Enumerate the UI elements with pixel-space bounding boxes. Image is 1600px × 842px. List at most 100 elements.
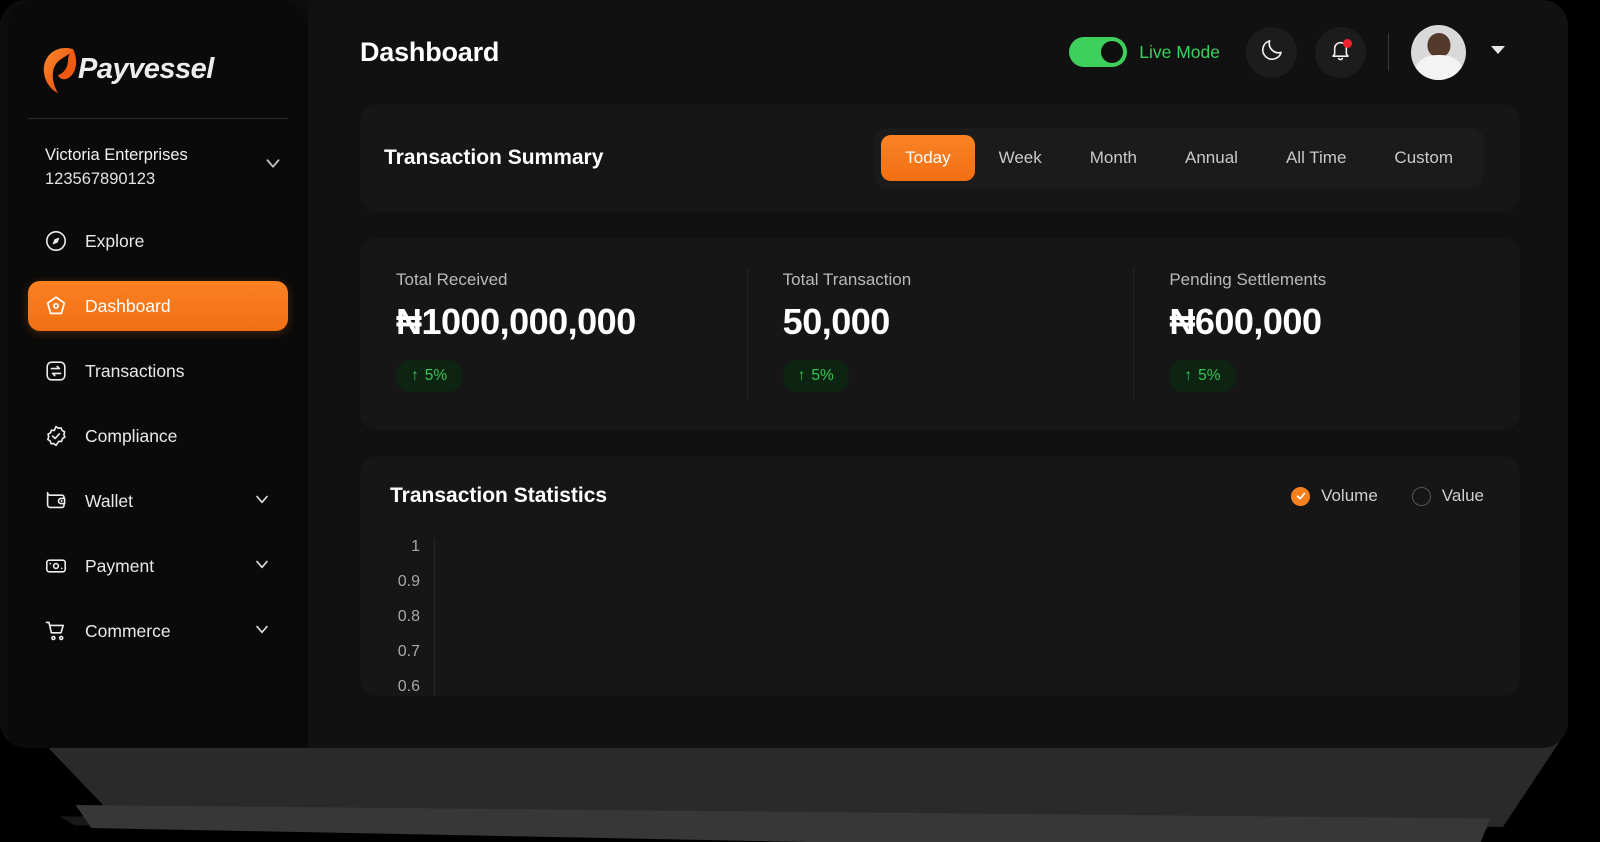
y-tick: 0.8 bbox=[397, 608, 420, 625]
stat-total-received: Total Received ₦1000,000,000 ↑ 5% bbox=[360, 238, 747, 430]
tab-custom[interactable]: Custom bbox=[1394, 148, 1453, 167]
chart-y-axis: 1 0.9 0.8 0.7 0.6 bbox=[390, 538, 434, 696]
live-mode-label: Live Mode bbox=[1139, 41, 1220, 62]
banknote-icon bbox=[44, 554, 68, 578]
stat-value: 50,000 bbox=[782, 301, 891, 342]
account-id: 123567890123 bbox=[45, 170, 156, 189]
sidebar-item-transactions[interactable]: Transactions bbox=[28, 346, 288, 396]
badge-check-icon bbox=[44, 424, 68, 448]
sidebar-item-wallet[interactable]: Wallet bbox=[28, 476, 288, 526]
chart-header: Transaction Statistics Volume Value bbox=[390, 484, 1484, 508]
sidebar-item-label: Dashboard bbox=[85, 295, 171, 316]
app-window: Payvessel Victoria Enterprises 123567890… bbox=[0, 0, 1568, 748]
arrow-up-icon: ↑ bbox=[411, 367, 419, 384]
tab-week[interactable]: Week bbox=[998, 148, 1042, 167]
chevron-down-icon bbox=[252, 619, 272, 644]
sidebar-item-label: Wallet bbox=[85, 490, 133, 511]
sidebar-item-explore[interactable]: Explore bbox=[28, 216, 288, 266]
brand-name: Payvessel bbox=[78, 52, 214, 85]
chart-plot-area bbox=[434, 538, 1484, 696]
brand-logo[interactable]: Payvessel bbox=[8, 0, 308, 100]
sidebar-item-dashboard[interactable]: Dashboard bbox=[28, 281, 288, 332]
arrow-up-icon: ↑ bbox=[1184, 367, 1193, 384]
stat-pending-settlements: Pending Settlements ₦600,000 ↑ 5% bbox=[1133, 238, 1520, 430]
y-tick: 0.7 bbox=[397, 643, 420, 660]
sidebar-item-commerce[interactable]: Commerce bbox=[28, 606, 288, 656]
stat-label: Pending Settlements bbox=[1169, 270, 1327, 289]
status-badge: ↑ 5% bbox=[1169, 360, 1236, 392]
top-bar: Dashboard Live Mode bbox=[308, 0, 1568, 104]
y-tick: 1 bbox=[411, 538, 420, 555]
main-content: Dashboard Live Mode bbox=[308, 0, 1568, 748]
shopping-cart-icon bbox=[44, 619, 68, 643]
legend-item-value[interactable]: Value bbox=[1411, 486, 1484, 506]
device-base bbox=[0, 735, 1600, 842]
account-switcher[interactable]: Victoria Enterprises 123567890123 bbox=[8, 119, 308, 190]
chevron-down-icon bbox=[262, 152, 284, 179]
stat-value: ₦1000,000,000 bbox=[396, 301, 636, 342]
sidebar-item-label: Explore bbox=[85, 230, 145, 251]
notifications-button[interactable] bbox=[1315, 26, 1366, 78]
stat-total-transaction: Total Transaction 50,000 ↑ 5% bbox=[746, 238, 1134, 430]
top-bar-actions: Live Mode bbox=[1069, 24, 1508, 80]
toggle-knob bbox=[1099, 39, 1126, 65]
sidebar-divider bbox=[28, 118, 288, 119]
wallet-icon bbox=[44, 489, 68, 513]
sidebar-item-payment[interactable]: Payment bbox=[28, 541, 288, 591]
tab-today[interactable]: Today bbox=[881, 135, 975, 181]
tab-month[interactable]: Month bbox=[1089, 148, 1138, 167]
exchange-icon bbox=[44, 359, 68, 383]
sidebar-nav: Explore Dashboard Transactions bbox=[8, 216, 308, 656]
chart-title: Transaction Statistics bbox=[390, 484, 608, 507]
avatar-body bbox=[1414, 55, 1463, 80]
page-title: Dashboard bbox=[360, 36, 500, 67]
tab-annual[interactable]: Annual bbox=[1185, 148, 1238, 167]
caret-down-icon[interactable] bbox=[1488, 40, 1508, 65]
stats-card: Total Received ₦1000,000,000 ↑ 5% Total … bbox=[360, 238, 1520, 430]
transaction-summary-title: Transaction Summary bbox=[384, 146, 604, 169]
sidebar-item-label: Commerce bbox=[85, 620, 171, 641]
legend-label: Value bbox=[1441, 486, 1484, 505]
status-badge: ↑ 5% bbox=[396, 360, 463, 392]
y-tick: 0.9 bbox=[397, 573, 420, 590]
moon-icon bbox=[1259, 37, 1285, 68]
circle-icon bbox=[1411, 486, 1431, 506]
sidebar-item-compliance[interactable]: Compliance bbox=[28, 411, 288, 461]
sidebar-item-label: Compliance bbox=[85, 425, 178, 446]
legend-item-volume[interactable]: Volume bbox=[1291, 486, 1378, 506]
chart-plot: 1 0.9 0.8 0.7 0.6 bbox=[390, 538, 1484, 696]
sidebar-item-label: Transactions bbox=[85, 360, 185, 381]
payvessel-droplet-icon bbox=[40, 43, 80, 95]
y-tick: 0.6 bbox=[397, 678, 420, 695]
divider bbox=[1388, 33, 1389, 71]
period-tabs: Today Week Month Annual All Time Custom bbox=[874, 128, 1484, 188]
transaction-summary-card: Transaction Summary Today Week Month Ann… bbox=[360, 104, 1520, 212]
sidebar-item-label: Payment bbox=[85, 555, 155, 576]
chart-legend: Volume Value bbox=[1291, 486, 1484, 506]
avatar-head bbox=[1426, 33, 1451, 58]
delta-value: 5% bbox=[1198, 367, 1221, 384]
check-circle-icon bbox=[1291, 486, 1311, 506]
arrow-up-icon: ↑ bbox=[797, 367, 806, 384]
account-name: Victoria Enterprises bbox=[45, 146, 188, 164]
notification-badge bbox=[1343, 38, 1352, 48]
stat-label: Total Received bbox=[396, 270, 508, 289]
delta-value: 5% bbox=[424, 367, 448, 384]
stat-label: Total Transaction bbox=[782, 270, 912, 289]
home-icon bbox=[44, 294, 68, 318]
toggle-track[interactable] bbox=[1069, 37, 1128, 67]
tab-all-time[interactable]: All Time bbox=[1285, 148, 1347, 167]
compass-icon bbox=[44, 229, 68, 253]
live-mode-toggle[interactable]: Live Mode bbox=[1069, 37, 1220, 67]
chevron-down-icon bbox=[252, 554, 272, 579]
chevron-down-icon bbox=[252, 489, 272, 514]
avatar[interactable] bbox=[1411, 24, 1466, 80]
legend-label: Volume bbox=[1321, 486, 1378, 505]
sidebar: Payvessel Victoria Enterprises 123567890… bbox=[8, 0, 308, 748]
status-badge: ↑ 5% bbox=[782, 360, 849, 392]
transaction-statistics-card: Transaction Statistics Volume Value bbox=[360, 456, 1520, 696]
theme-toggle-button[interactable] bbox=[1246, 26, 1297, 78]
stat-value: ₦600,000 bbox=[1169, 301, 1322, 342]
delta-value: 5% bbox=[811, 367, 834, 384]
